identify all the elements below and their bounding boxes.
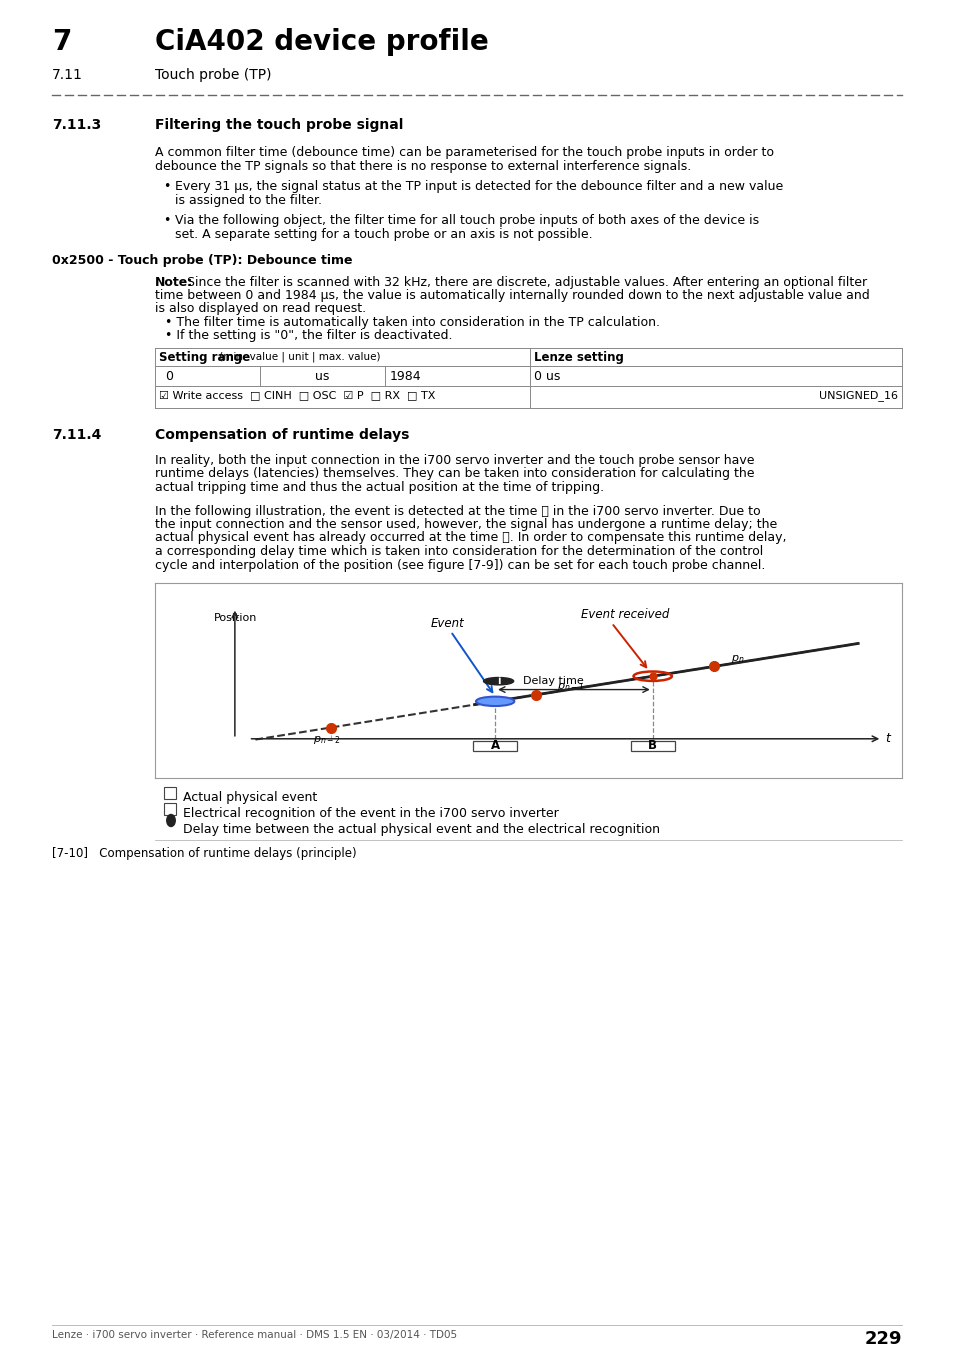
Text: A: A: [490, 740, 499, 752]
FancyBboxPatch shape: [473, 741, 517, 751]
Text: i: i: [170, 819, 172, 828]
Text: time between 0 and 1984 µs, the value is automatically internally rounded down t: time between 0 and 1984 µs, the value is…: [154, 289, 869, 302]
Text: • If the setting is "0", the filter is deactivated.: • If the setting is "0", the filter is d…: [165, 329, 452, 342]
Text: A: A: [166, 787, 174, 798]
Text: Position: Position: [214, 613, 257, 622]
Text: t: t: [884, 732, 889, 745]
Text: 1984: 1984: [390, 370, 421, 383]
Text: is assigned to the filter.: is assigned to the filter.: [174, 194, 322, 207]
Text: Since the filter is scanned with 32 kHz, there are discrete, adjustable values. : Since the filter is scanned with 32 kHz,…: [187, 275, 866, 289]
Text: Touch probe (TP): Touch probe (TP): [154, 68, 272, 82]
Text: B: B: [647, 740, 657, 752]
Text: runtime delays (latencies) themselves. They can be taken into consideration for : runtime delays (latencies) themselves. T…: [154, 467, 754, 481]
Text: In the following illustration, the event is detected at the time Ⓑ in the i700 s: In the following illustration, the event…: [154, 505, 760, 517]
Text: •: •: [163, 180, 171, 193]
Text: UNSIGNED_16: UNSIGNED_16: [818, 390, 897, 401]
Text: 7.11.3: 7.11.3: [52, 117, 101, 132]
Text: is also displayed on read request.: is also displayed on read request.: [154, 302, 366, 315]
FancyBboxPatch shape: [630, 741, 674, 751]
Text: a corresponding delay time which is taken into consideration for the determinati: a corresponding delay time which is take…: [154, 545, 762, 558]
Text: 7: 7: [52, 28, 71, 55]
Text: Setting range: Setting range: [159, 351, 250, 364]
Text: i: i: [497, 676, 499, 686]
Text: In reality, both the input connection in the i700 servo inverter and the touch p: In reality, both the input connection in…: [154, 454, 754, 467]
Text: us: us: [314, 370, 329, 383]
Text: Compensation of runtime delays: Compensation of runtime delays: [154, 428, 409, 441]
Text: 229: 229: [863, 1330, 901, 1349]
Text: CiA402 device profile: CiA402 device profile: [154, 28, 488, 55]
Text: Event: Event: [430, 617, 463, 629]
Text: 7.11.4: 7.11.4: [52, 428, 101, 441]
Text: Delay time: Delay time: [522, 676, 582, 686]
Text: 7.11: 7.11: [52, 68, 83, 82]
Text: Lenze · i700 servo inverter · Reference manual · DMS 1.5 EN · 03/2014 · TD05: Lenze · i700 servo inverter · Reference …: [52, 1330, 456, 1341]
Text: Filtering the touch probe signal: Filtering the touch probe signal: [154, 117, 403, 132]
Text: Every 31 µs, the signal status at the TP input is detected for the debounce filt: Every 31 µs, the signal status at the TP…: [174, 180, 782, 193]
Circle shape: [476, 697, 514, 706]
Text: actual tripping time and thus the actual position at the time of tripping.: actual tripping time and thus the actual…: [154, 481, 603, 494]
Circle shape: [483, 678, 513, 684]
Text: A common filter time (debounce time) can be parameterised for the touch probe in: A common filter time (debounce time) can…: [154, 146, 773, 159]
Text: •: •: [163, 215, 171, 227]
Text: set. A separate setting for a touch probe or an axis is not possible.: set. A separate setting for a touch prob…: [174, 228, 592, 242]
Text: Electrical recognition of the event in the i700 servo inverter: Electrical recognition of the event in t…: [183, 807, 558, 821]
Text: debounce the TP signals so that there is no response to external interference si: debounce the TP signals so that there is…: [154, 161, 691, 173]
Text: Delay time between the actual physical event and the electrical recognition: Delay time between the actual physical e…: [183, 824, 659, 837]
FancyBboxPatch shape: [164, 802, 176, 814]
Text: Note:: Note:: [154, 275, 193, 289]
Text: cycle and interpolation of the position (see figure [7-9]) can be set for each t: cycle and interpolation of the position …: [154, 559, 764, 571]
Text: 0 us: 0 us: [534, 370, 559, 383]
Text: (min. value | unit | max. value): (min. value | unit | max. value): [215, 351, 380, 362]
FancyBboxPatch shape: [164, 787, 176, 798]
Text: B: B: [166, 803, 174, 814]
Text: p$_{n-1}$: p$_{n-1}$: [557, 682, 584, 693]
Text: ☑ Write access  □ CINH  □ OSC  ☑ P  □ RX  □ TX: ☑ Write access □ CINH □ OSC ☑ P □ RX □ T…: [159, 390, 435, 400]
Text: 0x2500 - Touch probe (TP): Debounce time: 0x2500 - Touch probe (TP): Debounce time: [52, 254, 352, 267]
Text: • The filter time is automatically taken into consideration in the TP calculatio: • The filter time is automatically taken…: [165, 316, 659, 329]
Text: p$_{n-2}$: p$_{n-2}$: [314, 734, 341, 747]
Text: Lenze setting: Lenze setting: [534, 351, 623, 364]
Text: [7-10]   Compensation of runtime delays (principle): [7-10] Compensation of runtime delays (p…: [52, 848, 356, 860]
Text: the input connection and the sensor used, however, the signal has undergone a ru: the input connection and the sensor used…: [154, 518, 777, 531]
Text: Event received: Event received: [580, 609, 669, 621]
Text: Via the following object, the filter time for all touch probe inputs of both axe: Via the following object, the filter tim…: [174, 215, 759, 227]
Text: actual physical event has already occurred at the time Ⓐ. In order to compensate: actual physical event has already occurr…: [154, 532, 785, 544]
Text: Actual physical event: Actual physical event: [183, 791, 317, 805]
Text: p$_n$: p$_n$: [731, 652, 744, 664]
Text: 0: 0: [165, 370, 172, 383]
